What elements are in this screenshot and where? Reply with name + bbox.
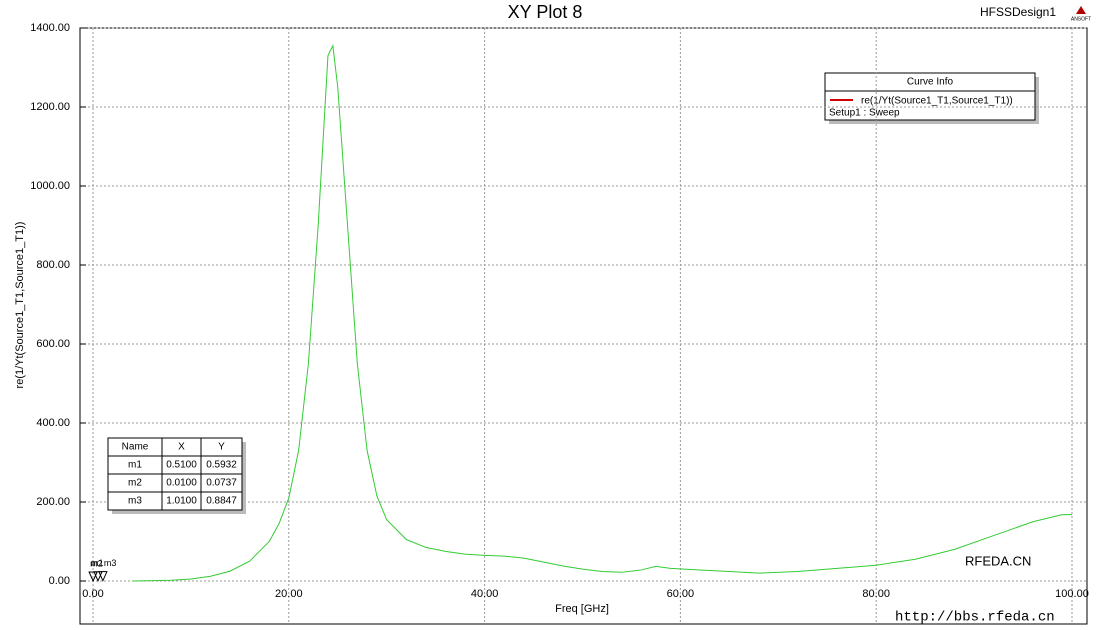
marker	[98, 571, 108, 582]
table-cell: m1	[128, 460, 142, 471]
marker	[93, 571, 103, 582]
marker	[88, 571, 98, 583]
table-cell: X	[178, 442, 185, 453]
y-tick-label: 1400.00	[30, 22, 70, 34]
table-cell: Name	[122, 442, 149, 453]
table-cell: 1.0100	[166, 496, 197, 507]
legend: Curve Info re(1/Yt(Source1_T1,Source1_T1…	[824, 72, 1039, 124]
logo: ANSOFT	[1071, 16, 1091, 22]
logo-icon	[1076, 6, 1086, 14]
table-cell: m3	[128, 496, 142, 507]
legend-subtitle: Setup1 : Sweep	[829, 108, 900, 119]
y-tick-label: 800.00	[36, 259, 70, 271]
data-line	[132, 44, 1072, 582]
table-cell: 0.0737	[206, 478, 237, 489]
legend-box	[824, 72, 1036, 121]
x-tick-label: 40.00	[471, 588, 499, 600]
watermark: RFEDA.CN	[965, 553, 1031, 568]
marker-label: m2	[90, 558, 103, 568]
y-tick-label: 200.00	[36, 496, 70, 508]
x-axis-label: Freq [GHz]	[555, 603, 609, 615]
marker-label: m3	[104, 558, 117, 568]
design-name: HFSSDesign1	[980, 5, 1056, 19]
y-tick-label: 1200.00	[30, 101, 70, 113]
legend-entry: re(1/Yt(Source1_T1,Source1_T1))	[861, 96, 1013, 107]
watermark: http://bbs.rfeda.cn	[895, 610, 1055, 626]
table-cell: m2	[128, 478, 142, 489]
x-tick-label: 20.00	[275, 588, 303, 600]
y-tick-label: 400.00	[36, 417, 70, 429]
table-cell: 0.8847	[206, 496, 237, 507]
x-tick-label: 60.00	[667, 588, 695, 600]
y-tick-label: 0.00	[49, 575, 70, 587]
x-tick-label: 100.00	[1055, 588, 1089, 600]
table-cell: 0.5932	[206, 460, 237, 471]
y-tick-label: 1000.00	[30, 180, 70, 192]
x-tick-label: 0.00	[82, 588, 103, 600]
table-cell: 0.0100	[166, 478, 197, 489]
table-cell: Y	[218, 442, 225, 453]
legend-title: Curve Info	[907, 77, 954, 88]
y-tick-label: 600.00	[36, 338, 70, 350]
table-cell: 0.5100	[166, 460, 197, 471]
chart-title: XY Plot 8	[508, 2, 583, 22]
grid	[80, 27, 1087, 624]
plot-frame	[79, 27, 1088, 625]
y-axis-label: re(1/Yt(Source1_T1,Source1_T1))	[14, 222, 26, 389]
marker-table: Name X Ym1 0.5100 0.5932 m2 0.0100 0.0737 m3 1.01…	[107, 437, 246, 514]
x-tick-label: 80.00	[862, 588, 890, 600]
marker-label: m1	[91, 558, 104, 568]
